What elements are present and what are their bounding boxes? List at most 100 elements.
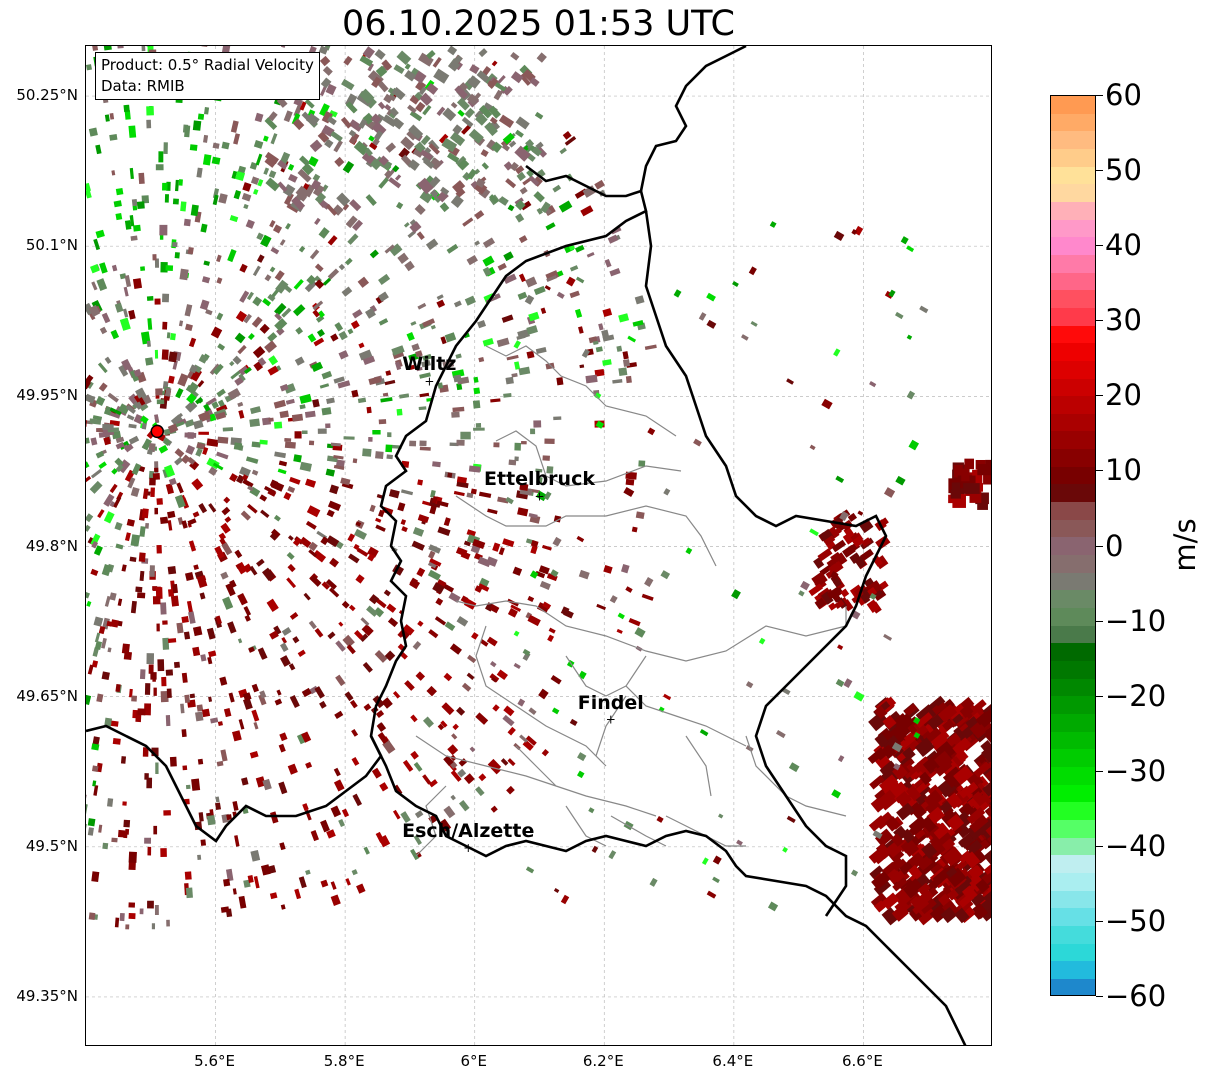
velocity-echo-cell: [197, 397, 204, 404]
velocity-echo-cell: [475, 712, 489, 725]
velocity-echo-cell: [370, 113, 382, 125]
velocity-echo-cell: [351, 869, 358, 876]
velocity-echo-cell: [524, 294, 535, 305]
velocity-echo-cell: [317, 428, 327, 434]
colorbar-segment: [1051, 184, 1095, 202]
velocity-echo-cell: [518, 366, 531, 376]
velocity-echo-cell: [206, 438, 219, 447]
velocity-echo-cell: [440, 336, 447, 345]
velocity-echo-cell: [502, 714, 515, 727]
velocity-echo-cell: [990, 722, 991, 743]
velocity-echo-cell: [547, 634, 555, 642]
colorbar-segment: [1051, 449, 1095, 467]
velocity-echo-cell: [326, 397, 335, 404]
velocity-echo-cell: [453, 300, 462, 308]
velocity-echo-cell: [148, 443, 156, 453]
velocity-echo-cell: [515, 199, 526, 211]
velocity-echo-cell: [90, 568, 99, 577]
velocity-echo-cell: [957, 824, 971, 839]
velocity-echo-cell: [958, 786, 971, 799]
velocity-echo-cell: [243, 366, 252, 375]
velocity-echo-cell: [579, 364, 585, 369]
velocity-echo-cell: [184, 419, 195, 428]
velocity-echo-cell: [352, 219, 363, 231]
velocity-echo-cell: [168, 477, 177, 486]
velocity-echo-cell: [218, 532, 227, 541]
velocity-echo-cell: [821, 398, 833, 410]
velocity-echo-cell: [507, 608, 518, 618]
velocity-echo-cell: [261, 567, 275, 581]
velocity-echo-cell: [368, 594, 380, 605]
velocity-echo-cell: [286, 202, 300, 213]
velocity-echo-cell: [917, 882, 931, 896]
velocity-echo-cell: [115, 683, 121, 693]
velocity-echo-cell: [473, 376, 479, 383]
velocity-echo-cell: [165, 265, 174, 271]
velocity-echo-cell: [392, 809, 401, 820]
velocity-echo-cell: [95, 229, 105, 239]
velocity-echo-cell: [598, 323, 604, 331]
velocity-echo-cell: [274, 270, 285, 282]
velocity-echo-cell: [604, 258, 612, 268]
velocity-echo-cell: [430, 324, 436, 330]
velocity-echo-cell: [493, 442, 500, 448]
velocity-echo-cell: [484, 121, 498, 137]
velocity-echo-cell: [260, 234, 272, 248]
velocity-echo-cell: [185, 887, 193, 899]
velocity-echo-cell: [432, 582, 445, 594]
colorbar-segment: [1051, 272, 1095, 291]
velocity-echo-cell: [159, 224, 168, 236]
colorbar-tick: [1096, 770, 1103, 772]
colorbar-segment: [1051, 855, 1095, 873]
velocity-echo-cell: [574, 244, 585, 253]
velocity-echo-cell: [149, 565, 155, 577]
velocity-echo-cell: [394, 174, 402, 181]
velocity-echo-cell: [933, 701, 949, 717]
velocity-echo-cell: [466, 492, 474, 499]
velocity-echo-cell: [966, 806, 986, 825]
velocity-echo-cell: [258, 694, 267, 706]
velocity-echo-cell: [110, 720, 119, 727]
velocity-echo-cell: [181, 454, 191, 464]
velocity-echo-cell: [401, 526, 408, 533]
velocity-echo-cell: [352, 458, 358, 464]
lat-tick-label: 49.95°N: [16, 386, 78, 405]
velocity-echo-cell: [473, 387, 481, 395]
colorbar-segment: [1051, 219, 1095, 238]
velocity-echo-cell: [452, 180, 466, 194]
velocity-echo-cell: [475, 178, 486, 188]
velocity-echo-cell: [277, 159, 288, 170]
velocity-echo-cell: [450, 194, 464, 208]
velocity-echo-cell: [750, 320, 758, 327]
velocity-echo-cell: [908, 908, 923, 922]
velocity-echo-cell: [800, 580, 810, 591]
velocity-echo-cell: [634, 295, 645, 305]
velocity-echo-cell: [320, 819, 330, 833]
velocity-echo-cell: [427, 561, 437, 569]
velocity-echo-cell: [294, 356, 305, 366]
velocity-echo-cell: [229, 579, 237, 588]
velocity-echo-cell: [283, 284, 293, 294]
velocity-echo-cell: [505, 376, 514, 385]
colorbar-segment: [1051, 819, 1095, 838]
velocity-echo-cell: [89, 480, 103, 494]
velocity-echo-cell: [896, 858, 908, 870]
velocity-echo-cell: [578, 569, 590, 580]
velocity-echo-cell: [416, 366, 423, 372]
velocity-echo-cell: [256, 254, 265, 263]
velocity-echo-cell: [413, 761, 423, 772]
velocity-echo-cell: [114, 457, 124, 468]
velocity-echo-cell: [923, 789, 943, 809]
velocity-echo-cell: [91, 46, 99, 51]
lon-tick-label: 6°E: [460, 1052, 487, 1070]
velocity-echo-cell: [891, 905, 909, 922]
velocity-echo-cell: [498, 114, 515, 129]
velocity-echo-cell: [229, 215, 239, 223]
velocity-echo-cell: [210, 717, 219, 724]
velocity-echo-cell: [350, 320, 360, 330]
velocity-echo-cell: [202, 447, 209, 455]
velocity-echo-cell: [320, 77, 332, 89]
velocity-echo-cell: [211, 401, 219, 409]
velocity-echo-cell: [165, 483, 174, 495]
velocity-echo-cell: [189, 693, 196, 699]
